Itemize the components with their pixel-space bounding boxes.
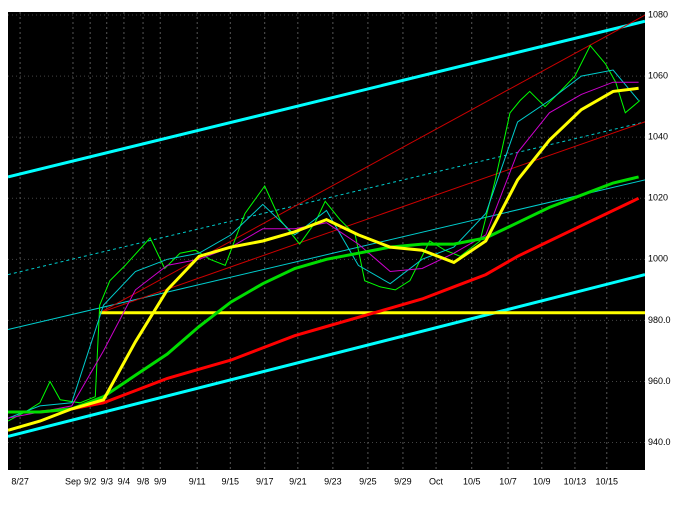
price-line [8, 44, 641, 422]
x-tick-label: 9/29 [394, 476, 412, 486]
x-tick-label: 9/21 [289, 476, 307, 486]
price-line [8, 19, 645, 179]
x-tick-label: 9/8 [137, 476, 150, 486]
price-line [8, 86, 639, 432]
x-tick-label: 10/7 [499, 476, 517, 486]
x-tick-label: 9/4 [118, 476, 131, 486]
price-line [8, 81, 639, 419]
price-line [8, 121, 645, 276]
price-line [8, 175, 639, 414]
x-tick-label: 9/25 [359, 476, 377, 486]
x-tick-label: 10/15 [596, 476, 619, 486]
price-line [8, 273, 645, 438]
x-tick-label: Oct [429, 476, 444, 486]
y-tick-label: 980.0 [648, 315, 671, 325]
y-tick-label: 940.0 [648, 437, 671, 447]
price-line [8, 196, 640, 414]
x-tick-label: 9/2 [84, 476, 97, 486]
x-tick-label: 9/11 [189, 476, 206, 486]
y-tick-label: 960.0 [648, 376, 671, 386]
plot-area [8, 12, 645, 470]
x-tick-label: 9/15 [222, 476, 240, 486]
x-tick-label: 9/9 [154, 476, 167, 486]
x-tick-label: 8/27 [11, 476, 29, 486]
x-tick-label: 10/9 [533, 476, 551, 486]
x-tick-label: 9/3 [100, 476, 113, 486]
x-tick-label: 10/13 [564, 476, 587, 486]
y-tick-label: 1020 [648, 193, 668, 203]
y-tick-label: 1060 [648, 70, 668, 80]
y-tick-label: 1080 [648, 9, 668, 19]
x-tick-label: 9/17 [256, 476, 274, 486]
y-tick-label: 1000 [648, 254, 668, 264]
plot-layer [8, 12, 645, 470]
x-tick-label: Sep [65, 476, 81, 486]
price-line [8, 69, 639, 419]
price-line [99, 121, 645, 314]
x-tick-label: 9/23 [324, 476, 342, 486]
y-tick-label: 1040 [648, 132, 668, 142]
x-tick-label: 10/5 [463, 476, 481, 486]
